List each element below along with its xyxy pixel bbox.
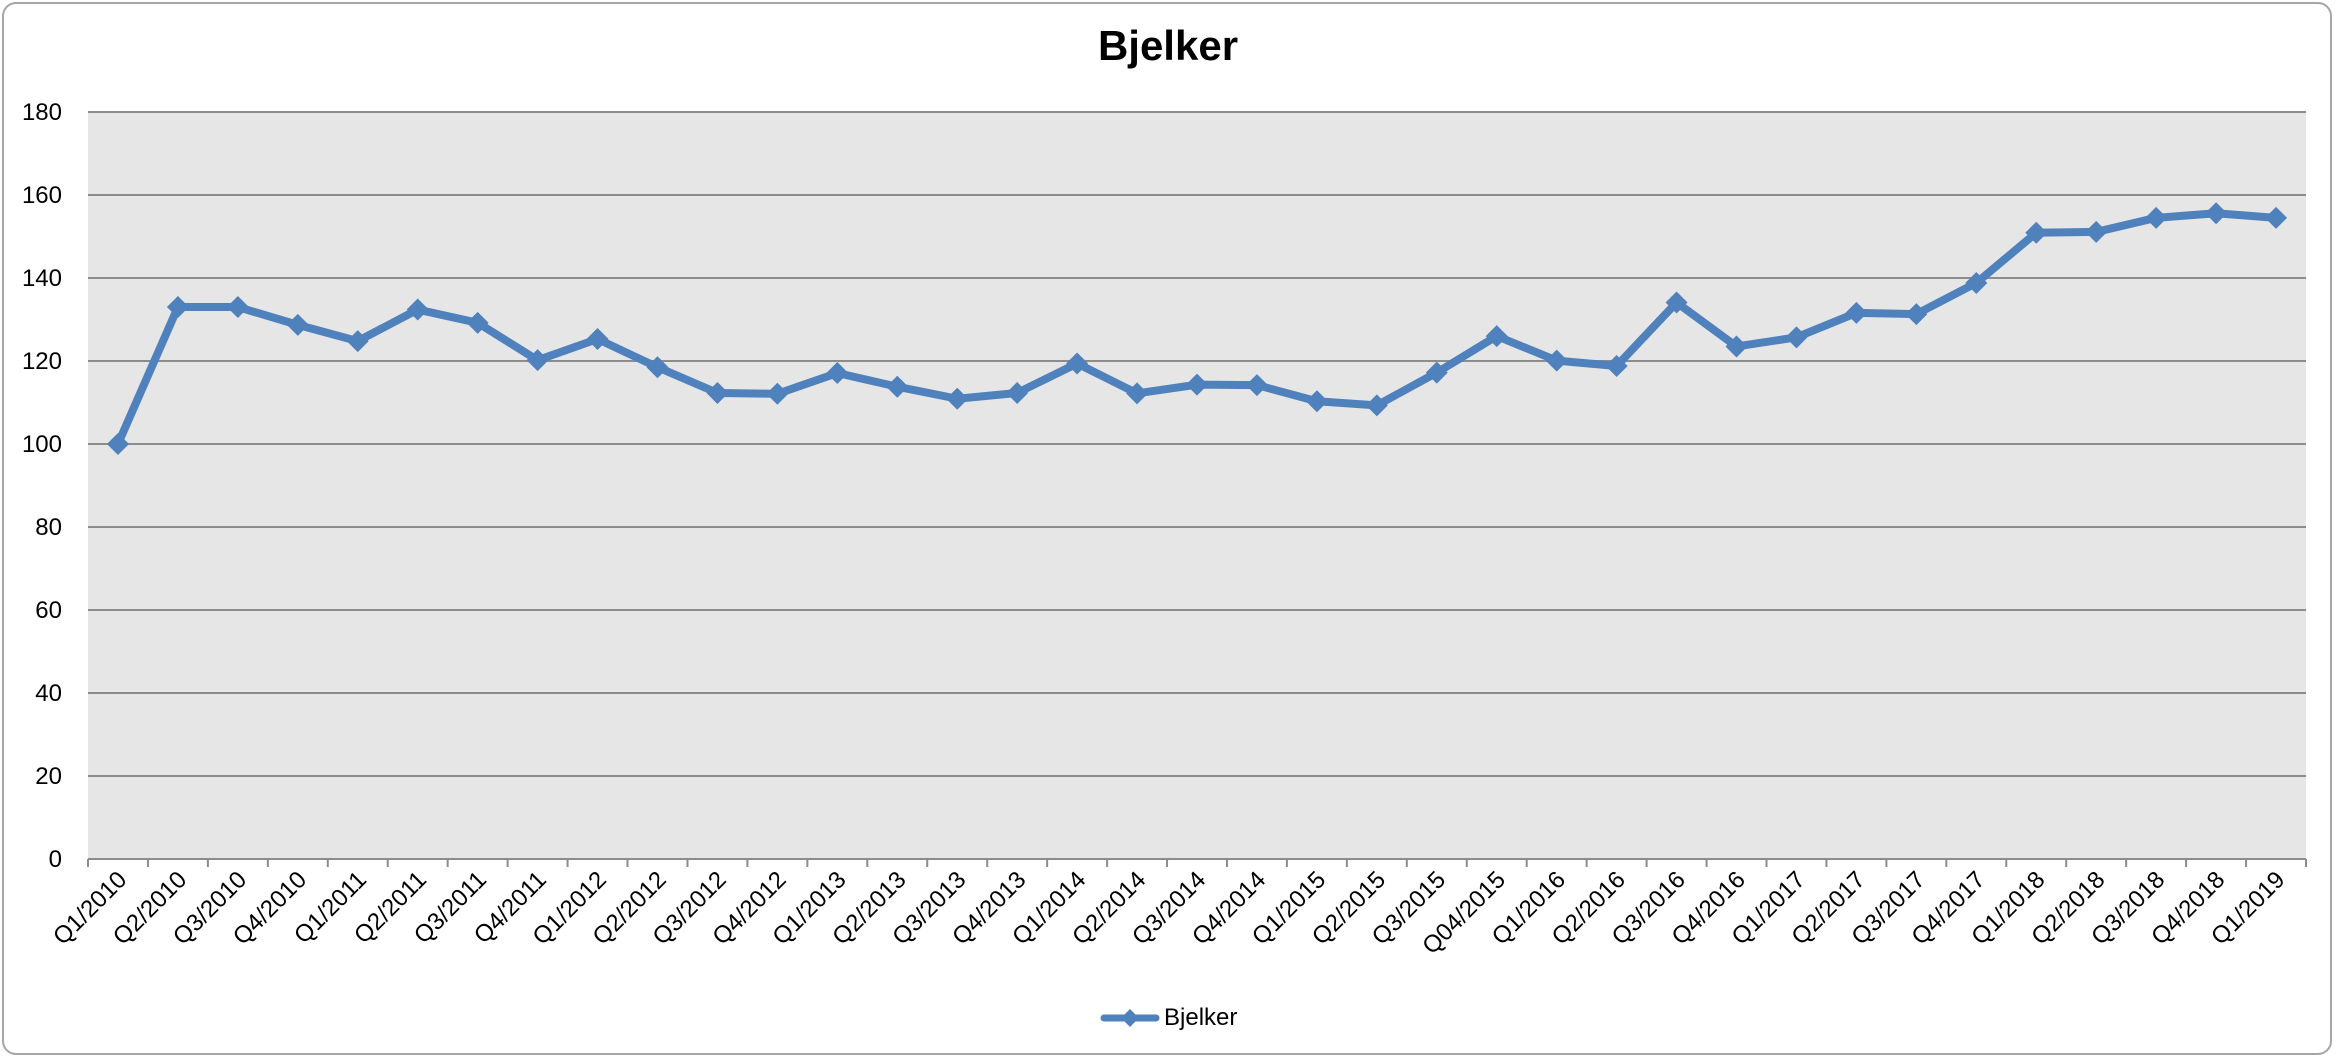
data-point [1425, 361, 1448, 384]
y-tick-label: 20 [35, 763, 62, 790]
y-tick-label: 60 [35, 597, 62, 624]
data-point [2205, 202, 2228, 225]
data-point [1905, 303, 1928, 326]
data-point [886, 375, 909, 398]
data-point [2265, 206, 2288, 229]
data-point [706, 381, 729, 404]
data-point [586, 328, 609, 351]
data-point [826, 362, 849, 385]
y-tick-label: 100 [22, 431, 62, 458]
legend-marker-icon [1100, 1009, 1160, 1027]
legend: Bjelker [1100, 1003, 1237, 1033]
data-point [1485, 325, 1508, 348]
data-point [226, 296, 249, 319]
y-tick-label: 160 [22, 182, 62, 209]
data-point [1305, 390, 1328, 413]
data-point [1186, 373, 1208, 396]
data-point [1545, 349, 1568, 372]
y-tick-label: 120 [22, 348, 62, 375]
data-point [646, 356, 669, 379]
data-point [1785, 326, 1808, 349]
chart-title: Bjelker [1097, 22, 1239, 69]
data-point [466, 311, 489, 334]
plot-area [88, 112, 2306, 859]
data-point [1006, 381, 1029, 404]
data-point [106, 433, 129, 455]
data-point [1725, 335, 1748, 358]
y-tick-label: 40 [35, 680, 62, 707]
data-point [2025, 221, 2048, 244]
data-point [946, 387, 969, 410]
data-point [286, 313, 309, 336]
y-tick-label: 140 [22, 265, 62, 292]
data-point [406, 298, 429, 321]
legend-label: Bjelker [1164, 1004, 1238, 1031]
data-point [1066, 352, 1089, 375]
data-point [1605, 354, 1628, 377]
data-point [766, 382, 789, 405]
data-point [2085, 220, 2108, 243]
data-point [1665, 291, 1688, 314]
data-point [1845, 301, 1868, 324]
data-point [166, 296, 189, 319]
data-point [526, 349, 549, 372]
data-point [2145, 206, 2168, 229]
data-point [346, 330, 369, 353]
y-tick-label: 80 [35, 514, 62, 541]
data-point [1126, 382, 1149, 405]
data-point [1245, 374, 1268, 397]
y-tick-label: 0 [49, 846, 62, 873]
data-point [1965, 271, 1988, 294]
y-tick-label: 180 [22, 99, 62, 126]
data-point [1365, 394, 1388, 417]
